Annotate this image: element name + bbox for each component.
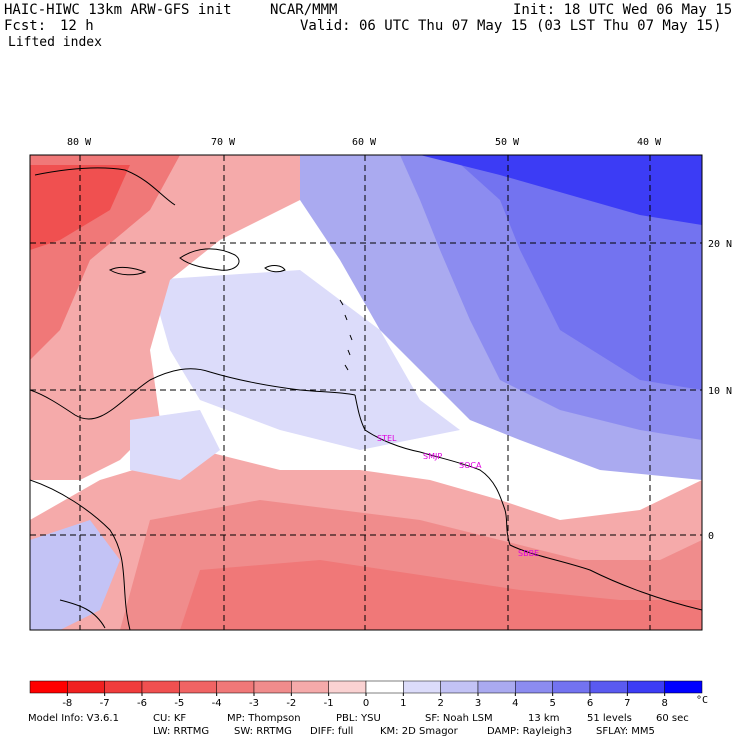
gridlines bbox=[30, 155, 702, 630]
stable-region bbox=[150, 270, 460, 450]
colorbar-swatch bbox=[477, 680, 516, 694]
colorbar-swatch bbox=[589, 680, 628, 694]
footer-timestep: 60 sec bbox=[656, 713, 689, 724]
colorbar-tick-label: -2 bbox=[286, 698, 296, 709]
colorbar-swatch bbox=[216, 680, 255, 694]
colorbar-tick-label: -1 bbox=[324, 698, 334, 709]
footer-sflay: SFLAY: MM5 bbox=[596, 726, 655, 737]
footer-damp: DAMP: Rayleigh3 bbox=[487, 726, 573, 737]
colorbar-swatch bbox=[253, 680, 292, 694]
init-time: Init: 18 UTC Wed 06 May 15 bbox=[513, 2, 733, 18]
colorbar: -8 -7 -6 -5 -4 -3 -2 -1 0 1 2 3 4 5 6 7 8 bbox=[29, 680, 703, 709]
colorbar-tick-label: 1 bbox=[400, 698, 406, 709]
colorbar-swatch bbox=[515, 680, 553, 694]
colorbar-swatch bbox=[365, 680, 404, 694]
lon-label-80w: 80 W bbox=[67, 137, 92, 148]
footer-sw: SW: RRTMG bbox=[234, 726, 292, 737]
lat-label-0: 0 bbox=[708, 531, 714, 542]
colorbar-tick-label: 8 bbox=[661, 698, 667, 709]
footer-sf: SF: Noah LSM bbox=[425, 713, 493, 724]
colorbar-tick-label: -7 bbox=[100, 698, 110, 709]
lon-label-70w: 70 W bbox=[211, 137, 236, 148]
colorbar-tick-label: -8 bbox=[62, 698, 72, 709]
lon-label-50w: 50 W bbox=[495, 137, 520, 148]
colorbar-unit: °C bbox=[696, 695, 708, 706]
forecast-hours: 12 h bbox=[60, 18, 94, 34]
lat-label-20n: 20 N bbox=[708, 239, 732, 250]
footer-lw: LW: RRTMG bbox=[153, 726, 210, 737]
map-frame bbox=[29, 154, 703, 631]
colorbar-swatch bbox=[328, 680, 367, 694]
colorbar-tick-label: -5 bbox=[174, 698, 184, 709]
colorbar-tick-label: -6 bbox=[137, 698, 147, 709]
station-label: SMJP bbox=[423, 452, 442, 461]
colorbar-tick-label: -4 bbox=[212, 698, 222, 709]
colorbar-swatch bbox=[552, 680, 591, 694]
valid-time: Valid: 06 UTC Thu 07 May 15 (03 LST Thu … bbox=[300, 18, 722, 34]
institution-label: NCAR/MMM bbox=[270, 2, 338, 18]
model-title: HAIC-HIWC 13km ARW-GFS init bbox=[4, 2, 232, 18]
station-label: SOCA bbox=[459, 461, 482, 470]
forecast-label: Fcst: bbox=[4, 18, 47, 34]
colorbar-tick-label: -3 bbox=[249, 698, 259, 709]
lon-label-60w: 60 W bbox=[352, 137, 377, 148]
footer-mp: MP: Thompson bbox=[227, 713, 301, 724]
colorbar-swatch bbox=[664, 680, 703, 694]
colorbar-swatch bbox=[403, 680, 441, 694]
footer-resolution: 13 km bbox=[528, 713, 560, 724]
colorbar-swatch bbox=[627, 680, 665, 694]
colorbar-swatch bbox=[104, 680, 143, 694]
station-label: SBBE bbox=[518, 549, 539, 558]
colorbar-tick-label: 7 bbox=[624, 698, 630, 709]
station-label: STEL bbox=[377, 434, 397, 443]
footer-pbl: PBL: YSU bbox=[336, 713, 381, 724]
colorbar-tick-label: 2 bbox=[437, 698, 443, 709]
footer-levels: 51 levels bbox=[587, 713, 632, 724]
footer-cu: CU: KF bbox=[153, 713, 187, 724]
colorbar-swatch bbox=[141, 680, 180, 694]
colorbar-swatch bbox=[291, 680, 329, 694]
coastlines bbox=[30, 167, 702, 630]
colorbar-swatch bbox=[440, 680, 479, 694]
colorbar-tick-label: 6 bbox=[587, 698, 593, 709]
colorbar-swatch bbox=[29, 680, 68, 694]
stable-region bbox=[30, 520, 120, 630]
footer-model-info: Model Info: V3.6.1 bbox=[28, 713, 119, 724]
colorbar-tick-label: 5 bbox=[549, 698, 555, 709]
field-name: Lifted index bbox=[8, 35, 102, 50]
colorbar-tick-label: 0 bbox=[363, 698, 369, 709]
stable-region bbox=[420, 155, 702, 225]
stable-region bbox=[130, 410, 220, 480]
colorbar-tick-label: 4 bbox=[512, 698, 518, 709]
lon-label-40w: 40 W bbox=[637, 137, 662, 148]
colorbar-swatch bbox=[179, 680, 217, 694]
field-layer bbox=[30, 155, 702, 630]
colorbar-swatch bbox=[67, 680, 105, 694]
lat-label-10n: 10 N bbox=[708, 386, 732, 397]
footer-km: KM: 2D Smagor bbox=[380, 726, 458, 737]
footer-diff: DIFF: full bbox=[310, 726, 354, 737]
unstable-region bbox=[180, 560, 702, 630]
colorbar-tick-label: 3 bbox=[475, 698, 481, 709]
